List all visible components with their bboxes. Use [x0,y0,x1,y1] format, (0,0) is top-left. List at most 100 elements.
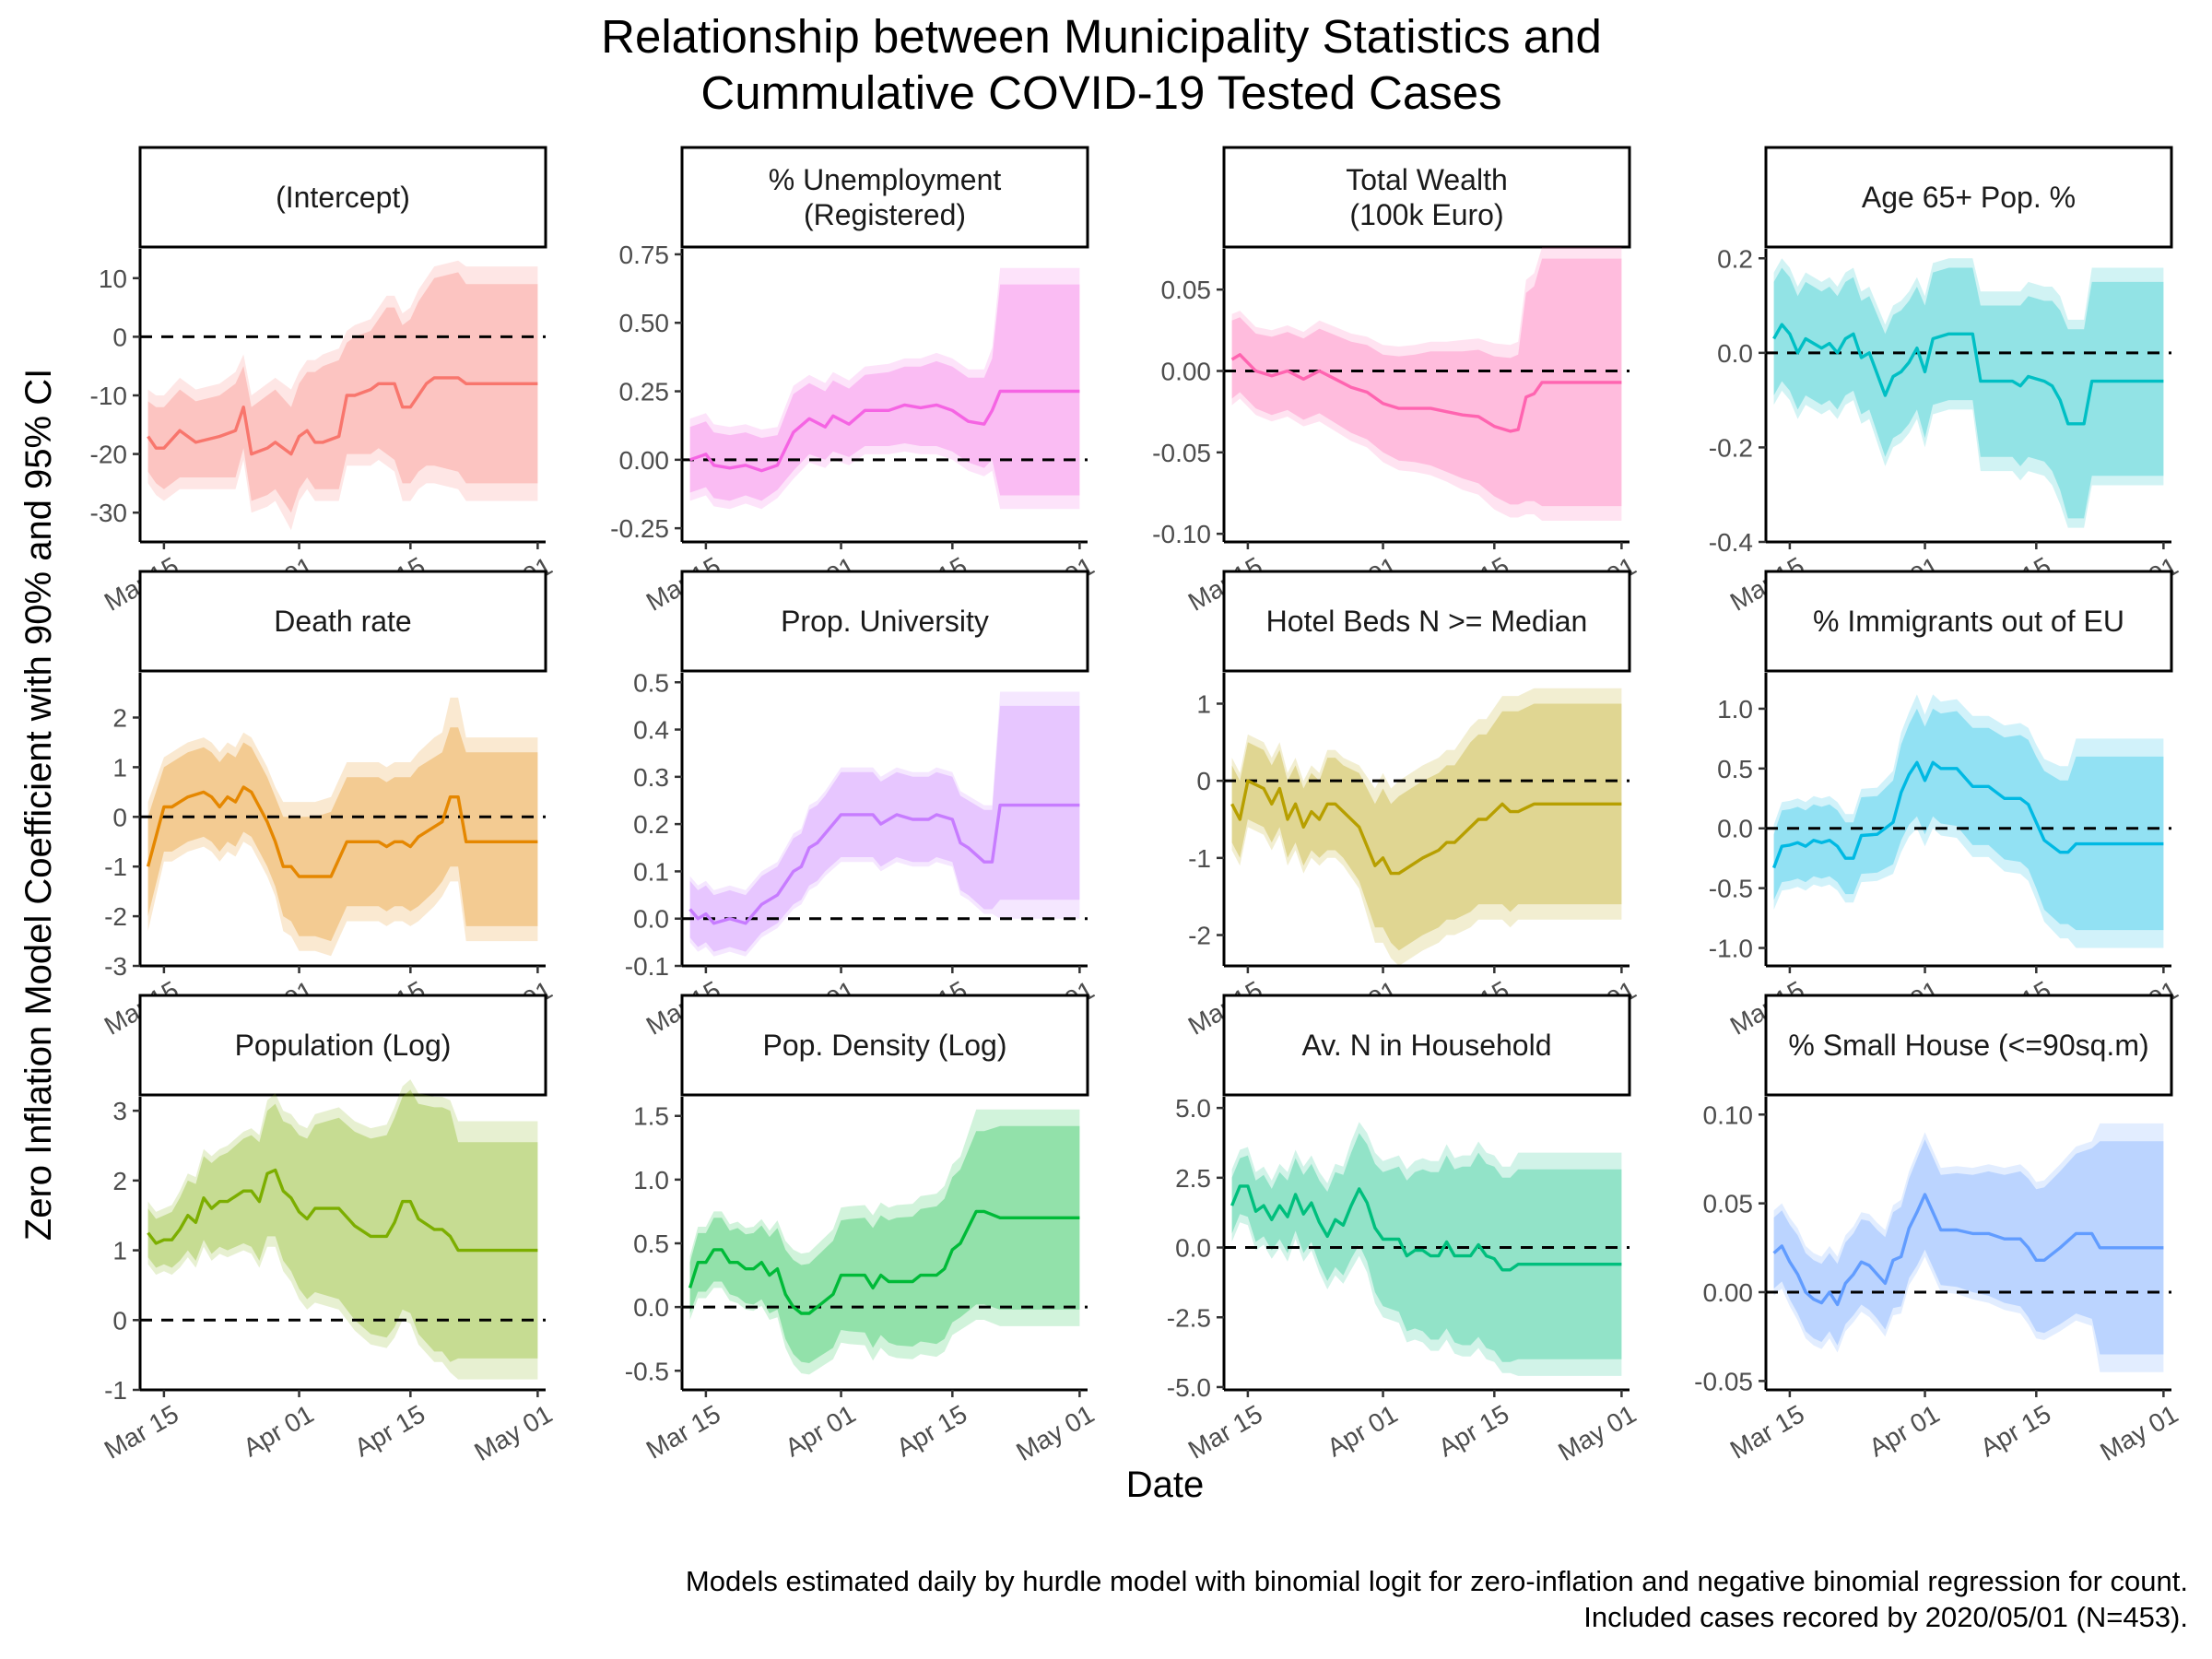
caption-line1: Models estimated daily by hurdle model w… [686,1565,2188,1597]
y-tick-label: 0.5 [1717,755,1753,783]
facet-strip [680,570,1089,673]
facet-strip [680,146,1089,249]
coefficient-line [1772,1193,2164,1307]
y-tick-label: 3 [112,1097,127,1125]
y-tick-label: 10 [99,265,127,293]
y-tick-label: 0.5 [633,1230,669,1258]
ci95-ribbon [689,267,1080,510]
y-tick-label: -30 [90,499,127,527]
ci90-ribbon [147,272,538,513]
facet-strip-label: % Small House (<=90sq.m) [1788,1029,2148,1062]
y-tick-label: 1 [112,753,127,782]
coefficient-line [147,376,538,456]
y-tick-label: 0.5 [633,668,669,697]
y-tick-label: -1 [104,853,127,881]
y-tick-label: 0.0 [633,1293,669,1322]
coefficient-line [1230,353,1622,433]
y-tick-label: -2 [104,902,127,931]
ci90-ribbon [1773,267,2164,519]
coefficient-line [1772,760,2164,869]
coefficient-line [146,785,538,878]
facet-strip-label: Prop. University [781,605,989,638]
facet-strip-label: (100k Euro) [1349,198,1503,231]
y-tick-label: -10 [90,382,127,410]
y-tick-label: -0.5 [625,1357,669,1385]
ci95-ribbon [689,691,1080,957]
y-tick-label: -0.25 [610,514,669,543]
facet-strip [1764,146,2173,249]
y-tick-label: -2.5 [1167,1303,1211,1332]
y-tick-label: 1.0 [633,1166,669,1194]
ci95-ribbon [1773,258,2164,528]
ci95-ribbon [147,260,538,531]
y-tick-label: 0.2 [633,810,669,839]
y-tick-label: -0.05 [1152,439,1211,467]
y-tick-label: 0.0 [1717,815,1753,843]
y-tick-label: 1 [112,1237,127,1265]
facet-strip-label: Av. N in Household [1302,1029,1552,1062]
y-tick-label: 1.0 [1717,695,1753,724]
y-tick-label: 0 [1196,767,1211,795]
y-tick-label: 0.0 [633,905,669,934]
y-tick-label: -3 [104,952,127,981]
facet-strip-label: Pop. Density (Log) [762,1029,1006,1062]
ci95-ribbon [1773,1123,2164,1372]
facet-strip-label: % Unemployment [769,163,1002,196]
coefficient-line [688,1209,1080,1315]
y-tick-label: 2 [112,1167,127,1195]
facet-strip [138,994,547,1097]
facet-strip-label: Total Wealth [1346,163,1508,196]
y-tick-label: 0 [112,323,127,351]
ci95-ribbon [1231,247,1622,521]
ci95-ribbon [147,697,538,957]
ci90-ribbon [147,727,538,942]
ci90-ribbon [689,1125,1080,1363]
ci90-ribbon [1773,708,2164,931]
ci95-ribbon [1773,694,2164,948]
y-axis-title: Zero Inflation Model Coefficient with 90… [18,369,59,1241]
ci90-ribbon [1773,1139,2164,1355]
y-tick-label: -20 [90,441,127,469]
y-tick-label: 0.75 [619,241,670,269]
y-tick-label: 0.4 [633,716,669,745]
facet-strip [138,146,547,249]
coefficient-line [1230,779,1622,876]
facet-panel: Prop. University0.50.40.30.20.10.0-0.1Ma… [625,570,1099,1042]
chart-title-line2: Cummulative COVID-19 Tested Cases [700,66,1501,119]
ci95-ribbon [1231,1122,1622,1376]
y-tick-label: 0.50 [619,309,670,337]
y-tick-label: -0.4 [1709,528,1753,557]
y-tick-label: 1.5 [633,1102,669,1131]
ci90-ribbon [147,1089,538,1362]
y-tick-label: -1 [104,1376,127,1405]
y-tick-label: 0.05 [1703,1190,1754,1218]
y-tick-label: 0 [112,803,127,831]
facet-strip [680,994,1089,1097]
coefficient-line [689,389,1080,473]
y-tick-label: -1.0 [1709,935,1753,963]
y-tick-label: 0.00 [1161,358,1212,386]
facet-panel: % Small House (<=90sq.m) 0.10 0.05 0.00 -0.0… [1694,994,2183,1466]
y-tick-label: 0.00 [1703,1278,1754,1307]
coefficient-line [147,1168,538,1253]
facet-strip [138,570,547,673]
y-tick-label: 1 [1196,689,1211,718]
y-tick-label: -0.2 [1709,433,1753,462]
y-tick-label: 2.5 [1175,1164,1211,1193]
y-tick-label: 0.2 [1717,244,1753,273]
ci95-ribbon [147,1079,538,1380]
coefficient-line [688,803,1080,925]
y-tick-label: 0.25 [619,378,670,406]
caption-line2: Included cases recored by 2020/05/01 (N=… [1583,1601,2188,1633]
y-tick-label: 0.00 [619,446,670,475]
ci90-ribbon [1231,258,1622,507]
facet-strip-label: (Registered) [804,198,966,231]
y-tick-label: 0.1 [633,857,669,886]
chart-title-line1: Relationship between Municipality Statis… [601,10,1602,63]
y-tick-label: -1 [1188,844,1211,873]
